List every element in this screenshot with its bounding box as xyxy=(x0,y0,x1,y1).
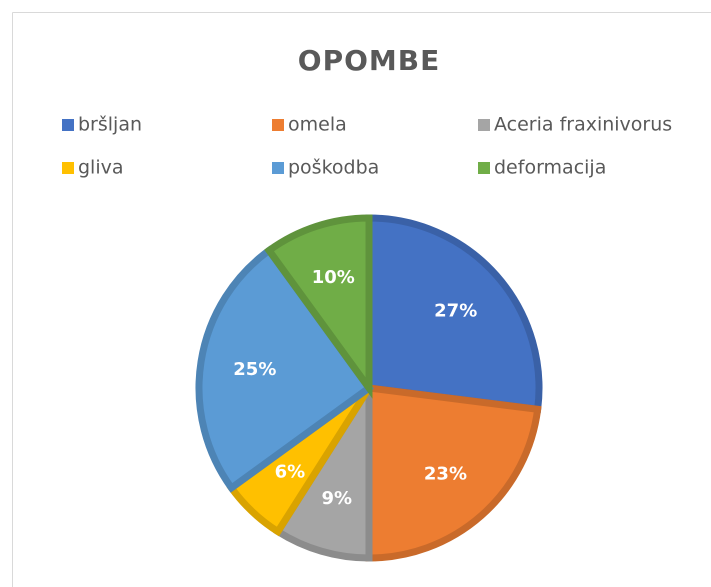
pie-slice xyxy=(264,214,373,399)
legend-swatch xyxy=(478,162,490,174)
data-label: 25% xyxy=(233,359,276,380)
legend-swatch xyxy=(62,162,74,174)
data-label: 23% xyxy=(424,464,467,485)
pie-slice xyxy=(195,245,374,493)
legend-swatch xyxy=(478,119,490,131)
pie-slice xyxy=(365,384,542,562)
legend-label: deformacija xyxy=(494,157,606,179)
legend-swatch xyxy=(272,119,284,131)
legend-label: bršljan xyxy=(78,114,142,136)
data-label: 6% xyxy=(275,461,306,482)
legend-label: gliva xyxy=(78,157,124,179)
data-label: 9% xyxy=(321,488,352,509)
legend-label: Aceria fraxinivorus xyxy=(494,114,672,136)
data-label: 27% xyxy=(434,301,477,322)
legend-swatch xyxy=(272,162,284,174)
data-label: 10% xyxy=(312,267,355,288)
legend-swatch xyxy=(62,119,74,131)
pie-slice xyxy=(365,214,543,414)
chart-title: OPOMBE xyxy=(298,44,440,77)
legend-label: omela xyxy=(288,114,347,136)
legend-label: poškodba xyxy=(288,157,379,179)
